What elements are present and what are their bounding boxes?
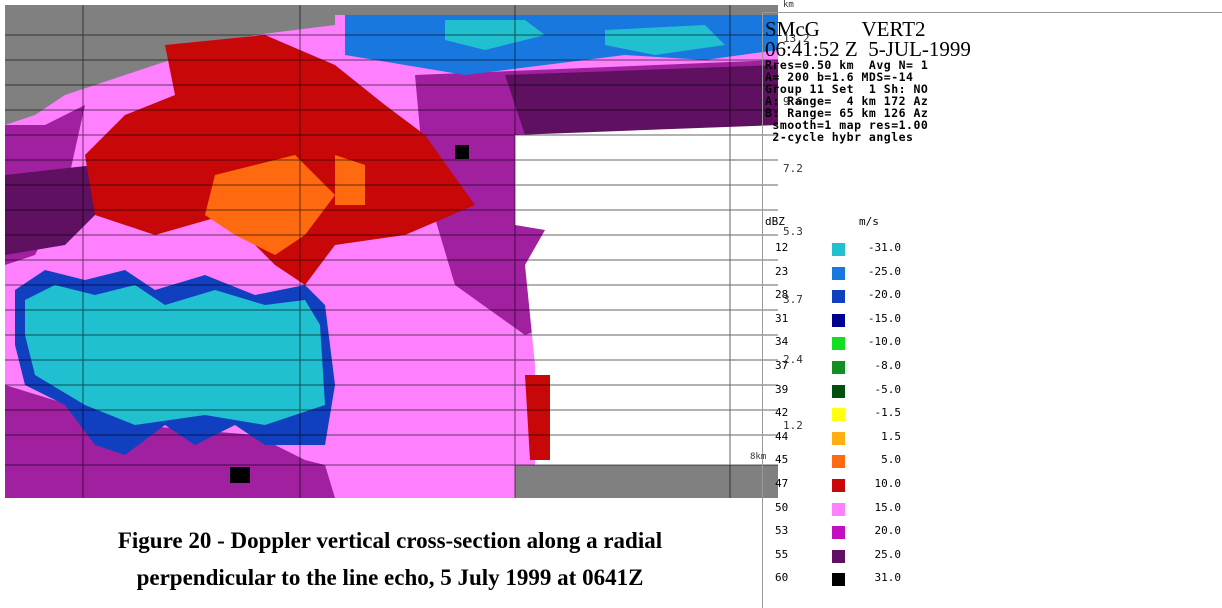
- legend-swatch: [832, 290, 845, 304]
- axis-unit: 8km: [750, 452, 767, 462]
- panel-header-line: Rres=0.50 km Avg N= 1: [765, 58, 929, 72]
- legend-dbz: 50: [775, 500, 789, 514]
- axis-label: 5.3: [783, 225, 803, 238]
- legend-dbz: 42: [775, 406, 789, 420]
- panel-header-line: smooth=1 map res=1.00: [765, 118, 929, 132]
- legend-dbz: 34: [775, 335, 789, 349]
- legend-dbz: 39: [775, 382, 789, 396]
- legend-velocity: 1.5: [881, 429, 901, 443]
- legend-dbz: 53: [775, 524, 789, 538]
- legend-swatch: [832, 361, 845, 374]
- axis-label: 3.7: [783, 293, 803, 306]
- legend-header: m/s: [859, 215, 879, 228]
- axis-label: 1.2: [783, 419, 803, 432]
- legend-swatch: [832, 408, 845, 422]
- legend-swatch: [832, 502, 845, 516]
- panel-header-line: B: Range= 65 km 126 Az: [765, 106, 929, 120]
- legend-dbz: 31: [775, 311, 789, 325]
- legend-velocity: -15.0: [867, 311, 901, 325]
- legend-dbz: 23: [775, 264, 789, 278]
- panel-header-line: A: Range= 4 km 172 Az: [765, 94, 929, 108]
- legend-velocity: 15.0: [874, 500, 902, 514]
- panel-header-line: Group 11 Set 1 Sh: NO: [765, 82, 929, 96]
- legend-swatch: [832, 384, 845, 398]
- legend-swatch: [832, 243, 845, 256]
- legend-dbz: 44: [775, 429, 789, 443]
- legend-swatch: [832, 573, 845, 587]
- legend-velocity: -20.0: [867, 288, 901, 302]
- legend-dbz: 45: [775, 453, 789, 467]
- legend-swatch: [832, 337, 845, 351]
- panel-title: 06:41:52 Z 5-JUL-1999: [765, 37, 971, 61]
- legend-swatch: [832, 313, 845, 327]
- radar-image: [5, 5, 778, 498]
- legend-dbz: 55: [775, 547, 789, 561]
- legend-velocity: -1.5: [874, 406, 902, 420]
- caption-line: Figure 20 - Doppler vertical cross-secti…: [117, 528, 663, 553]
- legend-panel: SMcG VERT2 06:41:52 Z 5-JUL-1999 Rres=0.50…: [762, 12, 1222, 608]
- panel-title: SMcG VERT2: [765, 17, 926, 41]
- legend-swatch: [832, 431, 845, 445]
- legend-velocity: 31.0: [874, 571, 902, 585]
- legend-velocity: 10.0: [874, 477, 902, 490]
- legend-velocity: 25.0: [874, 547, 902, 561]
- caption: Figure 20 - Doppler vertical cross-secti…: [40, 522, 740, 596]
- legend-dbz: 37: [775, 359, 789, 372]
- legend-dbz: 60: [775, 571, 789, 585]
- axis-label: 7.2: [783, 162, 803, 175]
- panel-header-line: 2-cycle hybr angles: [765, 130, 914, 144]
- panel-header-line: A= 200 b=1.6 MDS=-14: [765, 70, 914, 84]
- legend-velocity: -31.0: [867, 241, 901, 254]
- axis-unit: km: [783, 0, 794, 10]
- legend-velocity: -5.0: [874, 382, 902, 396]
- axis-label: 2.4: [783, 353, 803, 366]
- legend-dbz: 12: [775, 241, 789, 254]
- legend-dbz: 47: [775, 477, 789, 490]
- legend-swatch: [832, 266, 845, 280]
- legend-velocity: 20.0: [874, 524, 902, 538]
- legend-velocity: 5.0: [881, 453, 901, 467]
- legend-dbz: 28: [775, 288, 789, 302]
- legend-header: dBZ: [765, 215, 785, 228]
- legend-swatch: [832, 526, 845, 540]
- legend-velocity: -8.0: [874, 359, 902, 372]
- caption-line: perpendicular to the line echo, 5 July 1…: [136, 565, 644, 590]
- legend-velocity: -10.0: [867, 335, 901, 349]
- legend-swatch: [832, 479, 845, 492]
- legend-swatch: [832, 455, 845, 469]
- legend-swatch: [832, 549, 845, 563]
- legend-velocity: -25.0: [867, 264, 901, 278]
- axis-label: 9.6: [783, 95, 803, 108]
- axis-label: 13.2: [783, 32, 810, 45]
